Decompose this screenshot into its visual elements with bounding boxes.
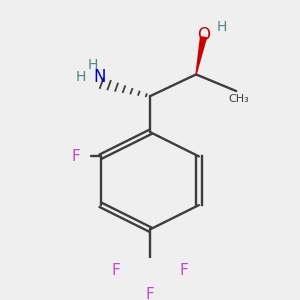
Text: O: O [197, 26, 210, 44]
Text: F: F [111, 263, 120, 278]
Text: CH₃: CH₃ [229, 94, 250, 104]
Text: H: H [87, 58, 98, 72]
Text: H: H [76, 70, 86, 85]
Text: F: F [71, 149, 80, 164]
Text: F: F [180, 263, 189, 278]
Polygon shape [196, 37, 206, 74]
Text: N: N [93, 68, 106, 86]
Text: F: F [146, 287, 154, 300]
Text: H: H [216, 20, 226, 34]
